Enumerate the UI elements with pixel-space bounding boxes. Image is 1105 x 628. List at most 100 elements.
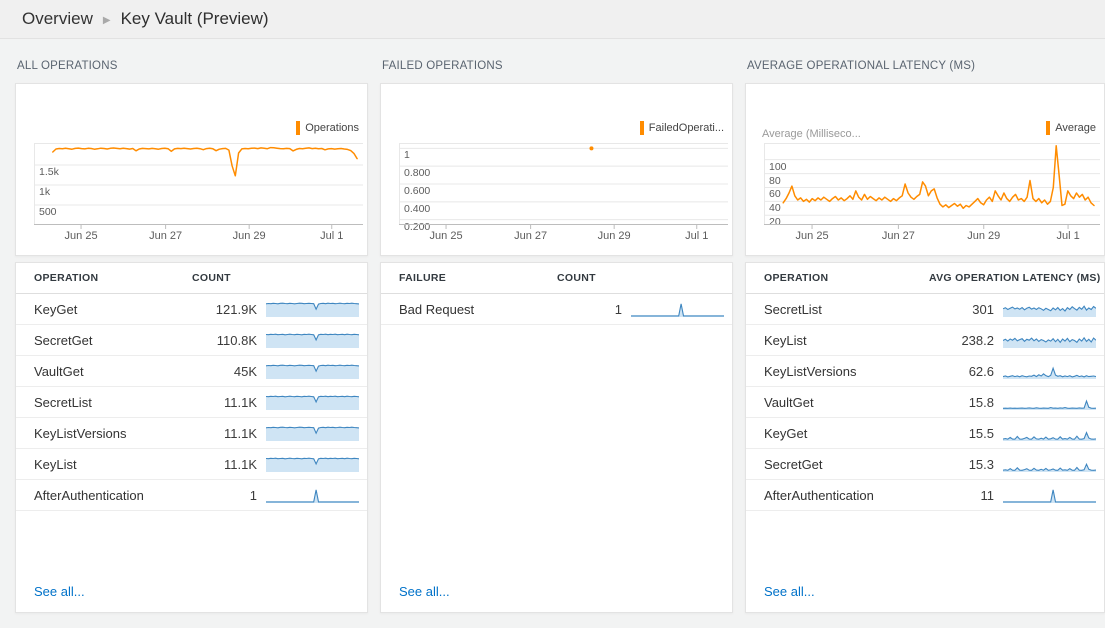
row-value: 110.8K — [216, 332, 257, 348]
row-value: 238.2 — [961, 332, 994, 348]
panel-title: FAILED OPERATIONS — [382, 60, 503, 72]
y-tick-label: 100 — [769, 160, 787, 173]
row-sparkline — [266, 456, 359, 472]
failed-operations-table-card: FAILURE COUNT Bad Request 1 See all... — [380, 262, 733, 613]
row-label: KeyList — [764, 332, 807, 348]
x-tick-label: Jun 27 — [149, 230, 183, 242]
row-value: 15.3 — [968, 456, 994, 472]
x-tick-label: Jun 29 — [232, 230, 266, 242]
table-row[interactable]: VaultGet 15.8 — [746, 387, 1104, 418]
average-latency-chart-card: Average (Milliseco... Average 100 80 60 40 2… — [745, 83, 1105, 256]
see-all-link[interactable]: See all... — [399, 584, 450, 599]
failed-operations-chart[interactable]: 1 0.800 0.600 0.400 0.200 Jun 25 Jun 27 Jun 29 J… — [399, 143, 728, 242]
table-row[interactable]: KeyGet 15.5 — [746, 418, 1104, 449]
row-value: 45K — [233, 363, 257, 379]
chart-legend[interactable]: Average — [1046, 121, 1096, 135]
row-label: KeyListVersions — [34, 425, 127, 441]
x-tick-label: Jun 25 — [795, 230, 829, 242]
operations-line-chart[interactable]: 1.5k 1k 500 Jun 25 Jun 27 Jun 29 Jul 1 — [34, 143, 363, 242]
row-label: Bad Request — [399, 301, 475, 317]
table-header: OPERATION AVG OPERATION LATENCY (MS) — [746, 263, 1104, 294]
x-tick-label: Jun 27 — [881, 230, 915, 242]
row-label: AfterAuthentication — [764, 487, 874, 503]
row-label: SecretList — [34, 394, 92, 410]
y-tick-label: 0.800 — [404, 167, 431, 180]
x-tick-label: Jun 27 — [514, 230, 548, 242]
table-row[interactable]: AfterAuthentication 1 — [16, 480, 367, 511]
row-sparkline — [1003, 363, 1096, 379]
row-label: SecretGet — [764, 456, 823, 472]
table-header: OPERATION COUNT — [16, 263, 367, 294]
row-sparkline — [1003, 487, 1096, 503]
y-tick-label: 1.5k — [39, 166, 59, 178]
page-title: Key Vault (Preview) — [120, 9, 269, 28]
table-row[interactable]: Bad Request 1 — [381, 294, 732, 325]
panel-all-operations: ALL OPERATIONS Operations 1.5k 1k 500 Jun 2… — [15, 59, 368, 613]
row-value: 62.6 — [968, 363, 994, 379]
table-row[interactable]: SecretList 11.1K — [16, 387, 367, 418]
column-header-count: COUNT — [192, 272, 231, 284]
panel-failed-operations: FAILED OPERATIONS FailedOperati... 1 0.80… — [380, 59, 733, 613]
table-row[interactable]: KeyGet 121.9K — [16, 294, 367, 325]
row-label: VaultGet — [34, 363, 84, 379]
y-tick-label: 1k — [39, 186, 51, 198]
legend-swatch-icon — [1046, 121, 1051, 135]
row-sparkline — [1003, 394, 1096, 410]
all-operations-table-card: OPERATION COUNT KeyGet 121.9K SecretGet 110… — [15, 262, 368, 613]
chart-legend[interactable]: Operations — [296, 121, 359, 135]
panel-title: AVERAGE OPERATIONAL LATENCY (MS) — [747, 60, 976, 72]
table-row[interactable]: KeyList 238.2 — [746, 325, 1104, 356]
table-body: KeyGet 121.9K SecretGet 110.8K VaultGet 45K Se… — [16, 294, 367, 511]
x-tick-label: Jul 1 — [685, 230, 709, 242]
y-tick-label: 1 — [404, 149, 410, 162]
row-sparkline — [266, 363, 359, 379]
row-sparkline — [266, 425, 359, 441]
row-value: 11.1K — [223, 425, 257, 441]
average-latency-line-chart[interactable]: 100 80 60 40 20 Jun 25 Jun 27 Jun 29 Jul 1 — [764, 143, 1100, 242]
y-tick-label: 500 — [39, 206, 57, 218]
breadcrumb-chevron-icon: ▶ — [102, 14, 111, 26]
table-row[interactable]: KeyListVersions 62.6 — [746, 356, 1104, 387]
table-body: Bad Request 1 — [381, 294, 732, 325]
y-tick-label: 60 — [769, 188, 781, 201]
y-tick-label: 0.200 — [404, 220, 431, 233]
row-value: 1 — [614, 301, 622, 317]
row-label: KeyGet — [764, 425, 808, 441]
x-tick-label: Jul 1 — [1056, 230, 1080, 242]
table-row[interactable]: KeyListVersions 11.1K — [16, 418, 367, 449]
x-tick-label: Jun 29 — [967, 230, 1001, 242]
all-operations-chart-card: Operations 1.5k 1k 500 Jun 25 Jun 27 Jun 29 Ju… — [15, 83, 368, 256]
legend-label: Operations — [305, 122, 359, 134]
legend-swatch-icon — [296, 121, 301, 135]
see-all-link[interactable]: See all... — [34, 584, 85, 599]
column-header-operation: OPERATION — [764, 272, 829, 284]
table-row[interactable]: SecretList 301 — [746, 294, 1104, 325]
y-axis-title: Average (Milliseco... — [762, 128, 861, 140]
row-sparkline — [266, 487, 359, 503]
see-all-link[interactable]: See all... — [764, 584, 815, 599]
y-tick-label: 40 — [769, 202, 781, 215]
y-tick-label: 0.600 — [404, 185, 431, 197]
x-tick-label: Jul 1 — [320, 230, 344, 242]
chart-legend[interactable]: FailedOperati... — [639, 121, 724, 135]
panel-average-latency: AVERAGE OPERATIONAL LATENCY (MS) Average… — [745, 59, 1105, 613]
column-header-operation: OPERATION — [34, 272, 99, 284]
table-row[interactable]: AfterAuthentication 11 — [746, 480, 1104, 511]
x-tick-label: Jun 25 — [429, 230, 463, 242]
row-label: KeyGet — [34, 301, 78, 317]
y-tick-label: 20 — [769, 216, 781, 229]
row-sparkline — [266, 394, 359, 410]
row-value: 121.9K — [215, 301, 257, 317]
row-label: AfterAuthentication — [34, 487, 144, 503]
table-body: SecretList 301 KeyList 238.2 KeyListVersions… — [746, 294, 1104, 511]
table-row[interactable]: SecretGet 110.8K — [16, 325, 367, 356]
legend-swatch-icon — [639, 121, 644, 135]
table-row[interactable]: KeyList 11.1K — [16, 449, 367, 480]
row-label: SecretList — [764, 301, 822, 317]
column-header-count: COUNT — [557, 272, 596, 284]
table-row[interactable]: SecretGet 15.3 — [746, 449, 1104, 480]
table-row[interactable]: VaultGet 45K — [16, 356, 367, 387]
row-sparkline — [1003, 456, 1096, 472]
breadcrumb-overview[interactable]: Overview — [22, 9, 93, 28]
row-value: 11.1K — [223, 456, 257, 472]
